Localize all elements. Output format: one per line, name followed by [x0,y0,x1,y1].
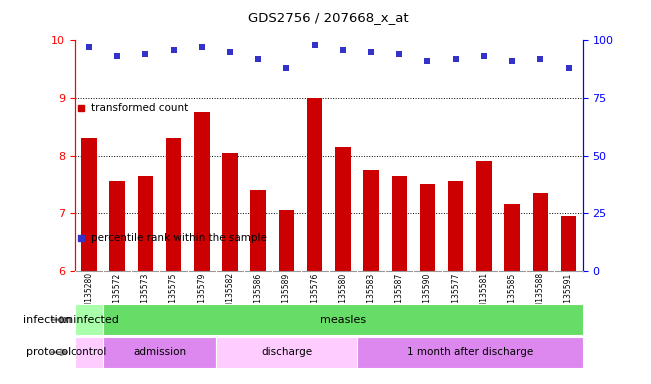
Point [366,49,376,55]
Bar [222,152,238,271]
Point [563,65,574,71]
Point [507,58,518,64]
Bar [75,337,103,368]
Text: GSM135586: GSM135586 [254,272,263,319]
Bar [448,182,464,271]
Text: uninfected: uninfected [59,314,119,325]
Point [450,56,461,62]
Text: infection: infection [23,314,72,325]
Text: GSM135573: GSM135573 [141,272,150,319]
Text: GSM135577: GSM135577 [451,272,460,319]
Bar [476,161,492,271]
Text: admission: admission [133,347,186,358]
Point [112,53,122,60]
Text: GSM135575: GSM135575 [169,272,178,319]
Text: 1 month after discharge: 1 month after discharge [407,347,533,358]
Point [281,65,292,71]
Text: GSM135280: GSM135280 [85,272,94,318]
Point [535,56,546,62]
Text: percentile rank within the sample: percentile rank within the sample [91,233,267,243]
Text: GSM135572: GSM135572 [113,272,122,319]
Text: GSM135589: GSM135589 [282,272,291,319]
Point [197,44,207,50]
Text: GSM135587: GSM135587 [395,272,404,319]
Text: discharge: discharge [261,347,312,358]
Point [169,46,179,53]
Point [225,49,235,55]
Text: GDS2756 / 207668_x_at: GDS2756 / 207668_x_at [249,12,409,25]
Point [309,42,320,48]
Bar [561,216,576,271]
Bar [391,176,407,271]
Bar [335,147,351,271]
Text: GSM135580: GSM135580 [339,272,348,319]
Bar [109,182,125,271]
Bar [75,304,103,335]
Bar [279,210,294,271]
Text: GSM135583: GSM135583 [367,272,376,319]
Text: GSM135588: GSM135588 [536,272,545,318]
Text: GSM135579: GSM135579 [197,272,206,319]
Text: measles: measles [320,314,366,325]
Text: transformed count: transformed count [91,103,188,113]
Text: GSM135591: GSM135591 [564,272,573,319]
Bar [137,176,153,271]
Bar [533,193,548,271]
Point [338,46,348,53]
Text: GSM135590: GSM135590 [423,272,432,319]
Text: control: control [71,347,107,358]
Point [394,51,404,57]
Text: GSM135585: GSM135585 [508,272,517,319]
Bar [103,337,216,368]
Bar [505,204,520,271]
Bar [194,112,210,271]
Bar [216,337,357,368]
Point [422,58,433,64]
Bar [363,170,379,271]
Point [84,44,94,50]
Point [478,53,489,60]
Bar [357,337,583,368]
Text: GSM135582: GSM135582 [225,272,234,318]
Point [253,56,264,62]
Text: protocol: protocol [26,347,72,358]
Bar [81,138,97,271]
Text: GSM135576: GSM135576 [310,272,319,319]
Text: GSM135581: GSM135581 [479,272,488,318]
Bar [420,184,436,271]
Bar [166,138,182,271]
Bar [251,190,266,271]
Point [140,51,150,57]
Bar [307,98,322,271]
